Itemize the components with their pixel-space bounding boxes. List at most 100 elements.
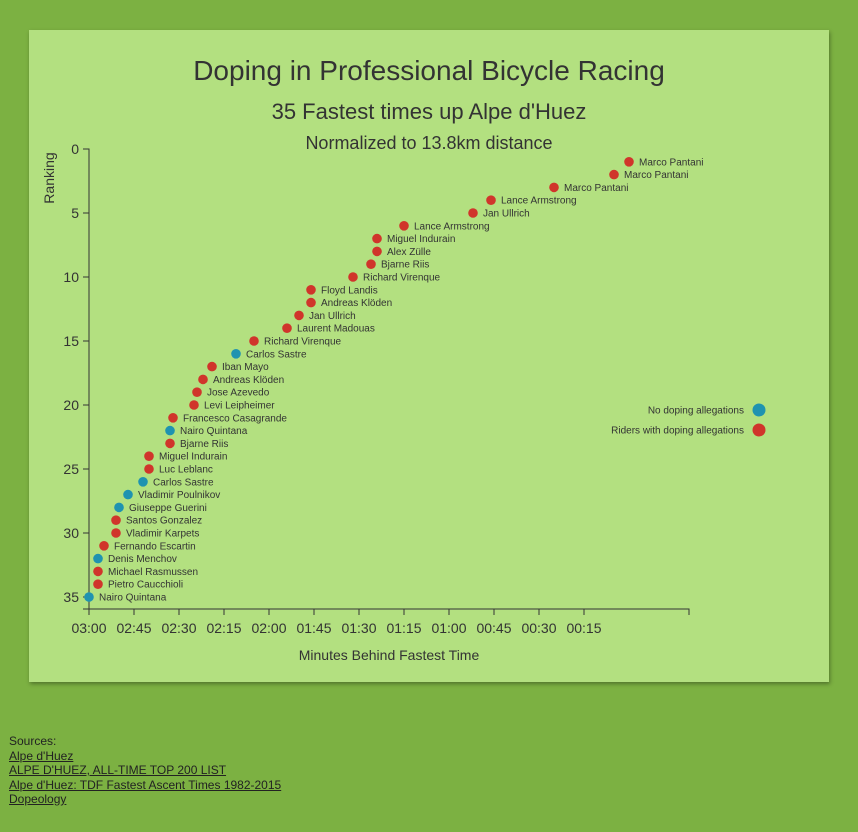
point-label: Carlos Sastre	[246, 349, 307, 360]
data-point[interactable]	[282, 323, 292, 334]
point-label: Jan Ullrich	[309, 311, 356, 322]
data-point[interactable]	[168, 413, 178, 423]
point-label: Richard Virenque	[264, 337, 342, 348]
point-label: Nairo Quintana	[180, 426, 248, 437]
data-point[interactable]	[348, 272, 358, 282]
point-label: Lance Armstrong	[501, 196, 577, 207]
data-point[interactable]	[294, 310, 304, 321]
point-label: Carlos Sastre	[153, 477, 214, 488]
point-label: Marco Pantani	[639, 157, 703, 168]
point-label: Marco Pantani	[624, 170, 688, 181]
x-tick-label: 01:00	[431, 620, 466, 636]
point-label: Luc Leblanc	[159, 465, 213, 476]
data-point[interactable]	[111, 515, 121, 525]
point-label: Santos Gonzalez	[126, 516, 202, 527]
x-tick-label: 02:30	[161, 620, 196, 636]
point-label: Lance Armstrong	[414, 221, 490, 232]
data-point[interactable]	[366, 259, 376, 269]
point-label: Jose Azevedo	[207, 388, 270, 399]
chart-title: Doping in Professional Bicycle Racing	[193, 55, 665, 86]
source-link-alpe-dhuez[interactable]: Alpe d'Huez	[9, 748, 74, 763]
data-point[interactable]	[207, 361, 217, 372]
y-tick-label: 5	[71, 205, 79, 221]
x-tick-label: 02:15	[206, 620, 241, 636]
point-label: Bjarne Riis	[180, 439, 228, 450]
y-axis-line	[83, 148, 90, 610]
y-tick-label: 0	[71, 141, 79, 157]
data-point[interactable]	[93, 579, 103, 589]
sources-heading: Sources:	[9, 734, 57, 748]
data-point[interactable]	[93, 566, 103, 577]
data-point[interactable]	[486, 195, 496, 205]
point-label: Andreas Klöden	[321, 298, 392, 309]
data-point[interactable]	[192, 387, 202, 398]
data-point[interactable]	[165, 425, 175, 436]
data-point[interactable]	[198, 374, 208, 385]
point-label: Bjarne Riis	[381, 260, 429, 271]
y-tick-label: 25	[63, 461, 79, 477]
legend-label: No doping allegations	[648, 406, 744, 417]
x-tick-label: 00:45	[476, 620, 511, 636]
data-point[interactable]	[99, 541, 109, 551]
point-label: Marco Pantani	[564, 183, 628, 194]
point-label: Francesco Casagrande	[183, 413, 287, 424]
data-point[interactable]	[114, 502, 124, 513]
point-label: Laurent Madouas	[297, 324, 375, 335]
point-label: Fernando Escartin	[114, 541, 196, 552]
data-point[interactable]	[249, 336, 259, 346]
point-label: Nairo Quintana	[99, 593, 167, 604]
point-label: Denis Menchov	[108, 554, 177, 565]
data-point[interactable]	[144, 451, 154, 462]
legend-swatch	[752, 423, 766, 437]
y-tick-label: 30	[63, 525, 79, 541]
axes: 0 5 10 15 20 25 30 35 03:00 02:45 02:30 02:15 02:00 0…	[63, 141, 690, 636]
point-label: Giuseppe Guerini	[129, 503, 207, 514]
sources: Sources: Alpe d'Huez ALPE D'HUEZ, ALL-TI…	[9, 734, 281, 807]
data-points: Marco Pantani Marco Pantani Marco Pantani L…	[84, 157, 703, 604]
data-point[interactable]	[609, 169, 619, 180]
data-point[interactable]	[306, 285, 316, 295]
x-tick-label: 03:00	[71, 620, 106, 636]
x-tick-label: 02:00	[251, 620, 286, 636]
data-point[interactable]	[111, 528, 121, 538]
scatter-chart: Doping in Professional Bicycle Racing 35…	[41, 55, 766, 663]
x-tick-label: 02:45	[116, 620, 151, 636]
data-point[interactable]	[372, 233, 382, 244]
legend-swatch	[752, 403, 766, 417]
point-label: Jan Ullrich	[483, 209, 530, 220]
data-point[interactable]	[306, 297, 316, 308]
data-point[interactable]	[138, 477, 148, 487]
data-point[interactable]	[372, 246, 382, 257]
chart-panel: Doping in Professional Bicycle Racing 35…	[29, 30, 829, 682]
data-point[interactable]	[189, 400, 199, 410]
point-label: Vladimir Karpets	[126, 529, 199, 540]
data-point[interactable]	[399, 221, 409, 231]
point-label: Iban Mayo	[222, 362, 269, 373]
y-tick-label: 15	[63, 333, 79, 349]
data-point[interactable]	[624, 157, 634, 167]
x-tick-label: 01:45	[296, 620, 331, 636]
legend-label: Riders with doping allegations	[611, 426, 744, 437]
point-label: Miguel Indurain	[387, 234, 455, 245]
data-point[interactable]	[231, 349, 241, 359]
data-point[interactable]	[549, 182, 559, 193]
y-tick-label: 10	[63, 269, 79, 285]
source-link-dopeology[interactable]: Dopeology	[9, 792, 67, 806]
data-point[interactable]	[165, 438, 175, 449]
x-tick-label: 00:15	[566, 620, 601, 636]
point-label: Miguel Indurain	[159, 452, 227, 463]
data-point[interactable]	[93, 553, 103, 564]
data-point[interactable]	[123, 489, 133, 500]
data-point[interactable]	[84, 592, 94, 602]
data-point[interactable]	[144, 464, 154, 474]
x-tick-label: 00:30	[521, 620, 556, 636]
point-label: Floyd Landis	[321, 285, 378, 296]
point-label: Michael Rasmussen	[108, 567, 198, 578]
data-point[interactable]	[468, 208, 478, 218]
point-label: Richard Virenque	[363, 273, 441, 284]
chart-subsubtitle: Normalized to 13.8km distance	[305, 133, 552, 153]
legend: No doping allegations Riders with doping …	[611, 403, 766, 437]
source-link-tdf-fastest[interactable]: Alpe d'Huez: TDF Fastest Ascent Times 19…	[9, 777, 282, 792]
source-link-top-200[interactable]: ALPE D'HUEZ, ALL-TIME TOP 200 LIST	[9, 763, 227, 777]
y-axis-label: Ranking	[41, 152, 57, 203]
